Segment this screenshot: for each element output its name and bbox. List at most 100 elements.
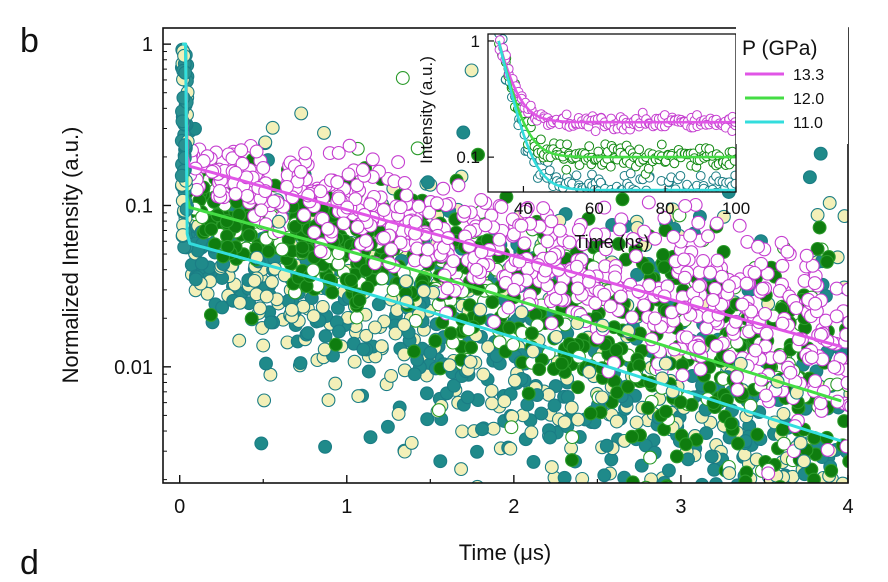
main-marker-11-0 <box>837 209 848 224</box>
main-marker-12-0 <box>678 437 693 452</box>
main-marker-13-3 <box>422 205 437 220</box>
main-marker-outlier <box>722 466 737 481</box>
main-marker-13-3 <box>598 242 613 257</box>
main-marker-13-3 <box>677 270 692 285</box>
main-marker-11-0 <box>215 300 230 315</box>
main-marker-12-0 <box>410 141 425 156</box>
main-marker-13-3 <box>562 235 577 250</box>
main-marker-13-3 <box>478 218 493 233</box>
main-marker-13-3 <box>739 276 754 291</box>
main-marker-11-0 <box>599 438 614 453</box>
main-marker-13-3 <box>313 184 328 199</box>
main-marker-11-0 <box>351 389 366 404</box>
main-marker-11-0 <box>575 471 590 483</box>
inset-marker-11-0 <box>705 198 714 207</box>
main-marker-13-3 <box>678 199 693 213</box>
main-marker-11-0 <box>454 462 469 477</box>
main-marker-11-0 <box>404 435 419 450</box>
main-marker-12-0 <box>724 416 739 431</box>
main-marker-13-3 <box>451 178 466 193</box>
main-marker-13-3 <box>829 281 844 296</box>
main-marker-11-0 <box>776 406 791 421</box>
main-marker-12-0 <box>625 429 640 444</box>
main-marker-11-0 <box>486 421 501 436</box>
main-marker-11-0 <box>557 415 572 430</box>
legend-background <box>736 26 848 144</box>
main-marker-13-3 <box>391 155 406 170</box>
legend-entry-11-0: 11.0 <box>793 115 823 132</box>
main-marker-11-0 <box>391 406 406 421</box>
main-marker-13-3 <box>517 236 532 251</box>
main-marker-12-0 <box>328 337 343 352</box>
main-marker-11-0 <box>264 275 279 289</box>
main-marker-11-0 <box>259 356 273 371</box>
main-marker-11-0 <box>470 444 484 459</box>
main-marker-12-0 <box>275 242 290 257</box>
main-marker-13-3 <box>358 234 373 248</box>
main-marker-13-3 <box>228 187 243 201</box>
main-marker-13-3 <box>494 200 509 214</box>
legend-title: P (GPa) <box>742 37 817 60</box>
main-marker-11-0 <box>699 426 714 441</box>
main-marker-11-0 <box>557 470 572 483</box>
main-marker-13-3 <box>692 279 707 294</box>
main-marker-12-0 <box>485 295 500 310</box>
main-marker-13-3 <box>320 221 335 236</box>
main-marker-13-3 <box>341 167 356 182</box>
inset-marker-12-0 <box>574 160 585 171</box>
main-fit-12-0 <box>182 42 842 403</box>
inset-x-tick-label: 60 <box>585 199 604 218</box>
main-marker-12-0 <box>295 240 310 255</box>
main-marker-11-0 <box>247 273 262 288</box>
main-marker-11-0 <box>419 386 434 401</box>
main-marker-12-0 <box>776 436 791 451</box>
main-marker-13-3 <box>430 196 444 211</box>
main-marker-13-3 <box>256 161 271 175</box>
main-marker-12-0 <box>431 403 446 418</box>
main-marker-13-3 <box>666 229 681 244</box>
main-marker-12-0 <box>673 395 688 410</box>
main-marker-11-0 <box>317 125 331 140</box>
main-marker-12-0 <box>842 454 848 469</box>
main-marker-13-3 <box>589 227 603 242</box>
main-marker-outlier <box>253 301 267 316</box>
main-marker-12-0 <box>837 414 848 429</box>
main-marker-12-0 <box>643 450 658 465</box>
main-marker-11-0 <box>455 424 470 439</box>
main-marker-13-3 <box>420 242 435 257</box>
main-marker-13-3 <box>297 208 311 223</box>
main-marker-outlier <box>609 414 624 429</box>
main-marker-11-0 <box>644 472 659 483</box>
main-marker-13-3 <box>376 203 391 217</box>
main-marker-outlier <box>384 368 399 383</box>
main-marker-13-3 <box>307 225 322 240</box>
main-marker-11-0 <box>810 208 825 222</box>
main-marker-13-3 <box>722 349 737 364</box>
main-marker-13-3 <box>693 362 708 377</box>
inset-marker-12-0 <box>562 139 572 150</box>
main-marker-outlier <box>306 309 321 324</box>
main-marker-13-3 <box>613 289 628 304</box>
main-marker-13-3 <box>597 200 612 215</box>
main-marker-12-0 <box>502 320 517 335</box>
inset-marker-11-0 <box>604 191 610 192</box>
main-marker-12-0 <box>344 273 359 288</box>
main-marker-11-0 <box>194 256 209 271</box>
main-marker-12-0 <box>386 283 401 298</box>
main-marker-13-3 <box>807 276 822 291</box>
main-marker-13-3 <box>313 244 328 259</box>
main-y-axis: 1 0.1 0.01 <box>114 34 171 481</box>
main-marker-outlier <box>793 435 808 450</box>
inset-marker-11-0 <box>587 169 597 180</box>
main-marker-13-3 <box>411 199 426 214</box>
panel-label-d: d <box>20 544 39 577</box>
main-marker-outlier <box>497 394 512 409</box>
main-marker-11-0 <box>835 476 848 483</box>
main-marker-13-3 <box>641 195 656 210</box>
inset-marker-11-0 <box>730 170 736 181</box>
main-marker-12-0 <box>810 241 825 256</box>
main-marker-13-3 <box>536 201 551 216</box>
main-marker-11-0 <box>263 315 278 330</box>
main-marker-13-3 <box>625 310 639 325</box>
